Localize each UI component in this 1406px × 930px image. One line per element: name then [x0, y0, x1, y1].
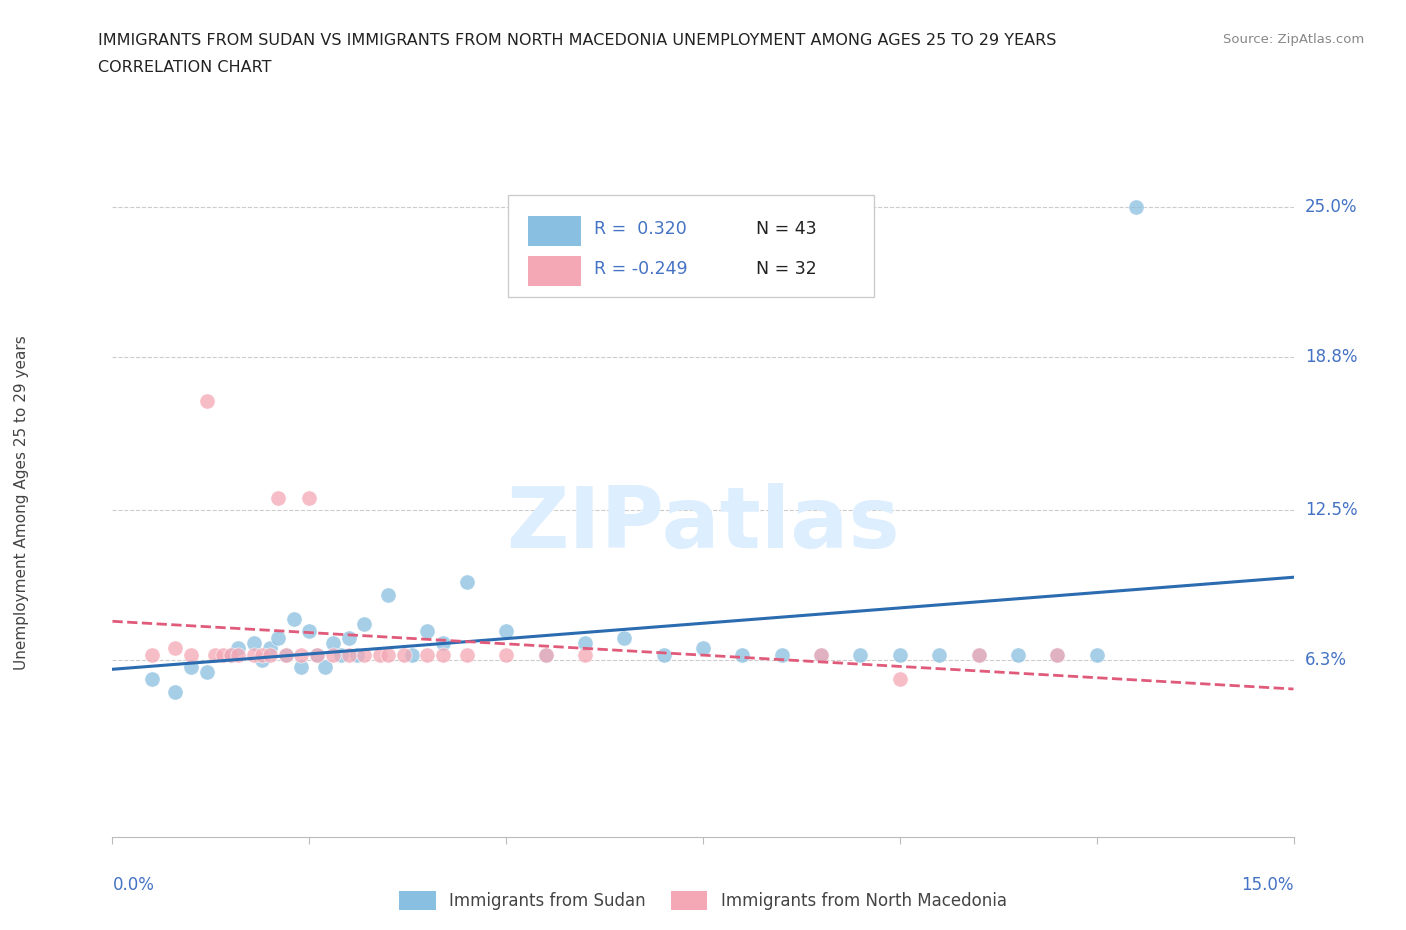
Text: CORRELATION CHART: CORRELATION CHART	[98, 60, 271, 75]
Point	[141, 672, 163, 687]
Point	[322, 647, 344, 662]
Point	[337, 647, 360, 662]
Point	[495, 647, 517, 662]
Point	[1007, 647, 1029, 662]
FancyBboxPatch shape	[508, 195, 875, 298]
Point	[314, 660, 336, 675]
Text: 25.0%: 25.0%	[1305, 197, 1357, 216]
Point	[534, 647, 557, 662]
Point	[889, 647, 911, 662]
Point	[456, 647, 478, 662]
Text: 15.0%: 15.0%	[1241, 876, 1294, 894]
Point	[329, 647, 352, 662]
Point	[274, 647, 297, 662]
Point	[692, 641, 714, 656]
Text: 0.0%: 0.0%	[112, 876, 155, 894]
Point	[274, 647, 297, 662]
Point	[416, 647, 439, 662]
Point	[613, 631, 636, 645]
Point	[401, 647, 423, 662]
Point	[810, 647, 832, 662]
Point	[337, 631, 360, 645]
Text: N = 32: N = 32	[756, 260, 817, 278]
Point	[392, 647, 415, 662]
Point	[534, 647, 557, 662]
Point	[1125, 199, 1147, 214]
Text: 18.8%: 18.8%	[1305, 348, 1357, 365]
Point	[243, 647, 266, 662]
Text: 6.3%: 6.3%	[1305, 651, 1347, 669]
Point	[165, 641, 187, 656]
Text: Source: ZipAtlas.com: Source: ZipAtlas.com	[1223, 33, 1364, 46]
Point	[228, 647, 250, 662]
Point	[432, 635, 454, 650]
Point	[283, 611, 305, 626]
Point	[243, 635, 266, 650]
Point	[928, 647, 950, 662]
Text: R = -0.249: R = -0.249	[595, 260, 688, 278]
Point	[250, 653, 273, 668]
Point	[967, 647, 990, 662]
Text: 12.5%: 12.5%	[1305, 500, 1357, 519]
Point	[204, 647, 226, 662]
Point	[298, 490, 321, 505]
Point	[353, 647, 375, 662]
Text: N = 43: N = 43	[756, 220, 817, 238]
Point	[219, 647, 242, 662]
Point	[1046, 647, 1069, 662]
Point	[307, 647, 329, 662]
Point	[211, 647, 233, 662]
Point	[889, 672, 911, 687]
Point	[322, 635, 344, 650]
Point	[298, 623, 321, 638]
Point	[967, 647, 990, 662]
Point	[574, 635, 596, 650]
Point	[849, 647, 872, 662]
Point	[432, 647, 454, 662]
Point	[290, 660, 312, 675]
Point	[180, 647, 202, 662]
Bar	[529, 216, 581, 246]
Point	[290, 647, 312, 662]
Point	[377, 587, 399, 602]
Text: Unemployment Among Ages 25 to 29 years: Unemployment Among Ages 25 to 29 years	[14, 335, 28, 670]
Point	[652, 647, 675, 662]
Point	[250, 647, 273, 662]
Point	[368, 647, 391, 662]
Point	[495, 623, 517, 638]
Point	[267, 631, 290, 645]
Point	[228, 641, 250, 656]
Point	[770, 647, 793, 662]
Point	[416, 623, 439, 638]
Point	[346, 647, 368, 662]
Text: ZIPatlas: ZIPatlas	[506, 484, 900, 566]
Point	[259, 641, 281, 656]
Point	[219, 647, 242, 662]
Point	[195, 665, 218, 680]
Text: IMMIGRANTS FROM SUDAN VS IMMIGRANTS FROM NORTH MACEDONIA UNEMPLOYMENT AMONG AGES: IMMIGRANTS FROM SUDAN VS IMMIGRANTS FROM…	[98, 33, 1057, 47]
Point	[456, 575, 478, 590]
Point	[353, 617, 375, 631]
Legend: Immigrants from Sudan, Immigrants from North Macedonia: Immigrants from Sudan, Immigrants from N…	[392, 884, 1014, 917]
Text: R =  0.320: R = 0.320	[595, 220, 688, 238]
Point	[180, 660, 202, 675]
Point	[574, 647, 596, 662]
Point	[731, 647, 754, 662]
Point	[165, 684, 187, 699]
Point	[267, 490, 290, 505]
Point	[377, 647, 399, 662]
Point	[141, 647, 163, 662]
Point	[810, 647, 832, 662]
Point	[1046, 647, 1069, 662]
Point	[195, 393, 218, 408]
Point	[307, 647, 329, 662]
Point	[1085, 647, 1108, 662]
Point	[259, 647, 281, 662]
Bar	[529, 256, 581, 286]
